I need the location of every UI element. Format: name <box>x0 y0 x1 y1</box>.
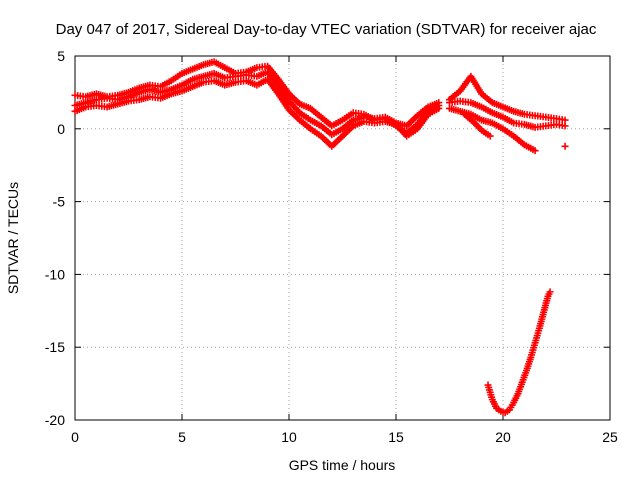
y-tick-label: -15 <box>45 339 65 355</box>
x-tick-label: 15 <box>388 429 404 445</box>
y-tick-label: 5 <box>57 48 65 64</box>
y-tick-label: -20 <box>45 412 65 428</box>
y-tick-label: -10 <box>45 266 65 282</box>
x-tick-label: 25 <box>602 429 618 445</box>
y-tick-label: -5 <box>53 194 66 210</box>
x-axis-title: GPS time / hours <box>289 457 396 473</box>
y-tick-label: 0 <box>57 121 65 137</box>
x-tick-label: 5 <box>178 429 186 445</box>
tick-layer: 0 5 10 15 20 25 5 0 -5 -10 -15 -20 <box>45 48 618 445</box>
data-point <box>561 122 569 130</box>
data-point <box>486 132 494 140</box>
plot-frame <box>74 55 611 421</box>
y-axis-title: SDTVAR / TECUs <box>5 182 21 294</box>
data-point <box>435 104 443 112</box>
x-tick-label: 10 <box>281 429 297 445</box>
data-point <box>561 142 569 150</box>
chart-title: Day 047 of 2017, Sidereal Day-to-day VTE… <box>56 21 597 38</box>
x-tick-label: 20 <box>495 429 511 445</box>
x-tick-label: 0 <box>71 429 79 445</box>
points-layer <box>71 58 569 417</box>
data-point <box>531 147 539 155</box>
data-point <box>546 288 554 296</box>
